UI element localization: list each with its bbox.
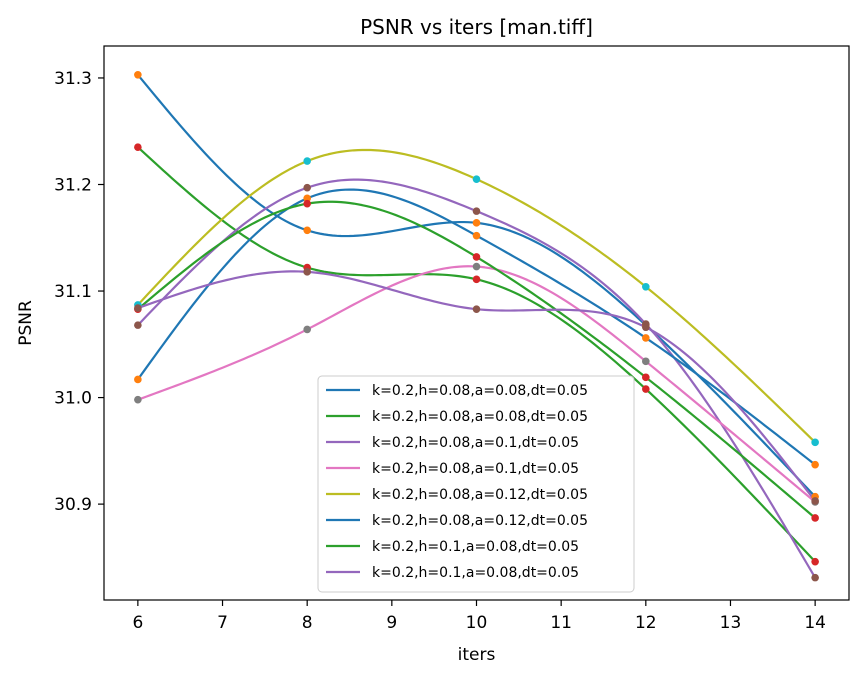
data-point-3-1 bbox=[134, 321, 142, 329]
data-point-2-5 bbox=[811, 557, 819, 566]
y-tick-label: 31.2 bbox=[54, 176, 92, 196]
chart-title: PSNR vs iters [man.tiff] bbox=[360, 15, 593, 39]
data-point-6-1 bbox=[134, 375, 142, 384]
x-tick-label: 6 bbox=[132, 613, 143, 633]
data-point-3-5 bbox=[811, 573, 819, 582]
legend-label-3: k=0.2,h=0.08,a=0.1,dt=0.05 bbox=[372, 435, 579, 451]
data-point-8-2 bbox=[303, 268, 311, 276]
data-point-7-2 bbox=[303, 199, 311, 208]
data-point-8-5 bbox=[811, 497, 819, 505]
legend-label-2: k=0.2,h=0.08,a=0.08,dt=0.05 bbox=[372, 409, 588, 425]
x-tick-label: 11 bbox=[550, 613, 572, 633]
data-point-2-3 bbox=[472, 275, 481, 284]
y-tick-label: 31.0 bbox=[54, 389, 92, 409]
data-point-5-5 bbox=[811, 438, 819, 447]
legend-label-7: k=0.2,h=0.1,a=0.08,dt=0.05 bbox=[372, 539, 579, 555]
data-point-1-2 bbox=[303, 226, 311, 235]
x-tick-label: 13 bbox=[720, 613, 742, 633]
data-point-8-1 bbox=[134, 304, 142, 312]
series-layer bbox=[134, 70, 819, 582]
data-point-4-1 bbox=[134, 395, 142, 404]
data-point-2-1 bbox=[134, 143, 142, 152]
x-tick-label: 7 bbox=[217, 613, 228, 633]
x-tick-label: 10 bbox=[466, 613, 488, 633]
y-tick-label: 30.9 bbox=[54, 495, 92, 515]
x-axis-title: iters bbox=[458, 645, 496, 665]
legend-label-4: k=0.2,h=0.08,a=0.1,dt=0.05 bbox=[372, 461, 579, 477]
legend-label-8: k=0.2,h=0.1,a=0.08,dt=0.05 bbox=[372, 565, 579, 581]
legend-label-5: k=0.2,h=0.08,a=0.12,dt=0.05 bbox=[372, 487, 588, 503]
data-point-6-3 bbox=[472, 231, 481, 240]
legend-label-6: k=0.2,h=0.08,a=0.12,dt=0.05 bbox=[372, 513, 588, 529]
data-point-3-3 bbox=[472, 207, 481, 215]
data-point-7-5 bbox=[811, 514, 819, 522]
axes-layer: 6 7 8 9 10 11 12 13 14 30.9 31.0 31.1 31.2 31.3 bbox=[54, 45, 850, 633]
data-point-3-2 bbox=[303, 183, 311, 192]
data-point-2-4 bbox=[642, 385, 650, 393]
data-point-7-3 bbox=[472, 253, 481, 261]
legend-box bbox=[317, 375, 635, 593]
data-point-8-3 bbox=[472, 305, 481, 313]
data-point-6-4 bbox=[642, 334, 650, 342]
y-axis-title: PSNR bbox=[16, 300, 36, 346]
data-point-4-3 bbox=[472, 262, 481, 271]
data-point-5-3 bbox=[472, 175, 481, 183]
y-tick-label: 31.3 bbox=[54, 69, 92, 89]
data-point-5-2 bbox=[303, 157, 311, 165]
x-tick-label: 14 bbox=[804, 613, 826, 633]
data-point-6-2 bbox=[303, 194, 311, 203]
data-point-1-1 bbox=[134, 70, 142, 79]
data-point-1-3 bbox=[472, 219, 481, 227]
x-tick-label: 8 bbox=[302, 613, 313, 633]
data-point-4-4 bbox=[642, 357, 650, 366]
legend-label-1: k=0.2,h=0.08,a=0.08,dt=0.05 bbox=[372, 383, 588, 399]
data-point-7-4 bbox=[642, 373, 650, 382]
data-point-4-2 bbox=[303, 325, 311, 334]
x-tick-label: 9 bbox=[386, 613, 397, 633]
legend: k=0.2,h=0.08,a=0.08,dt=0.05 k=0.2,h=0.08,… bbox=[317, 375, 635, 593]
data-point-6-5 bbox=[811, 460, 819, 469]
y-tick-label: 31.1 bbox=[54, 282, 92, 302]
data-point-5-4 bbox=[642, 282, 650, 291]
x-tick-label: 12 bbox=[635, 613, 657, 633]
data-point-8-4 bbox=[642, 323, 650, 332]
